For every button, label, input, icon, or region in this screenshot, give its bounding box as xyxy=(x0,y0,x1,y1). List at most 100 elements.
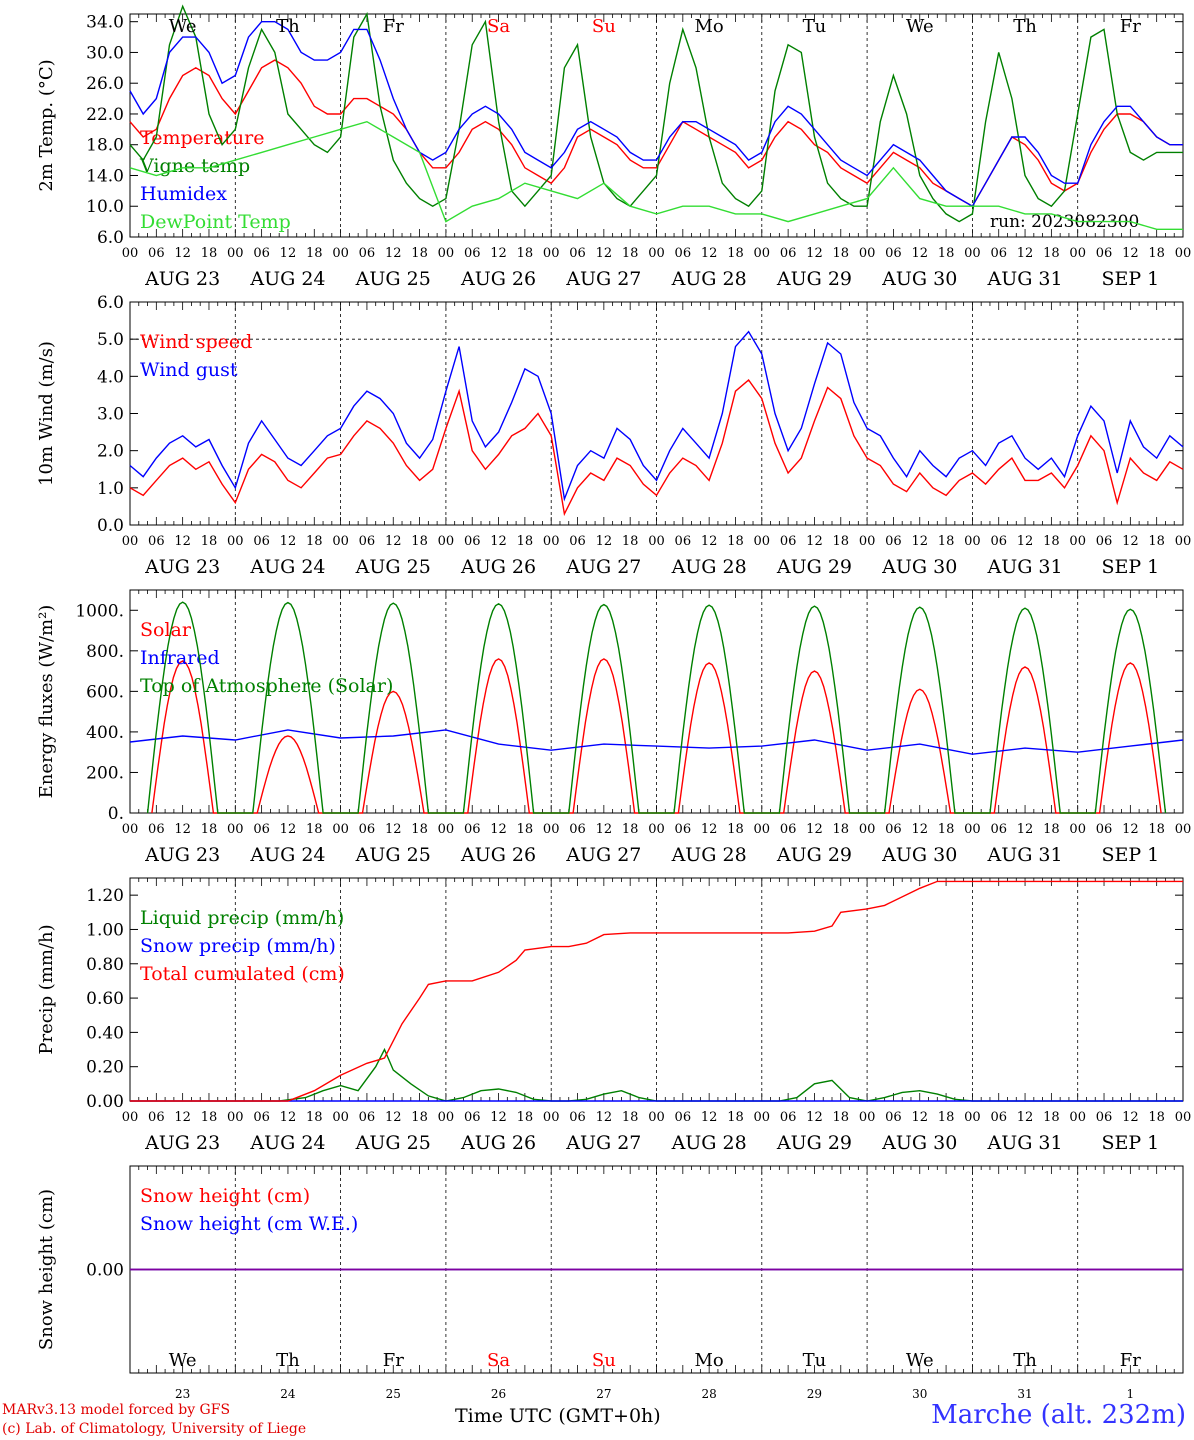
y-tick-label: 600. xyxy=(86,682,124,702)
hour-tick-label: 12 xyxy=(911,1110,928,1125)
y-tick-label: 22.0 xyxy=(86,105,124,125)
hour-tick-label: 00 xyxy=(648,534,665,549)
hour-tick-label: 06 xyxy=(885,246,902,261)
hour-tick-label: 00 xyxy=(859,822,876,837)
y-axis-label: 2m Temp. (°C) xyxy=(36,59,57,191)
y-tick-label: 26.0 xyxy=(86,74,124,94)
hour-tick-label: 06 xyxy=(1096,1110,1113,1125)
hour-tick-label: 00 xyxy=(122,246,139,261)
hour-tick-label: 12 xyxy=(806,822,823,837)
hour-tick-label: 18 xyxy=(201,1110,218,1125)
hour-tick-label: 06 xyxy=(675,534,692,549)
day-number-label: 28 xyxy=(702,1387,717,1401)
day-number-label: 27 xyxy=(596,1387,611,1401)
series-line-vigne-temp xyxy=(129,4,1183,223)
hour-tick-label: 18 xyxy=(833,534,850,549)
hour-tick-label: 18 xyxy=(411,534,428,549)
hour-tick-label: 12 xyxy=(1122,534,1139,549)
hour-tick-label: 06 xyxy=(780,534,797,549)
legend-entry: Humidex xyxy=(140,183,227,205)
hour-tick-label: 18 xyxy=(411,1110,428,1125)
hour-tick-label: 12 xyxy=(911,246,928,261)
hour-tick-label: 18 xyxy=(727,822,744,837)
hour-tick-label: 06 xyxy=(885,534,902,549)
hour-tick-label: 00 xyxy=(859,246,876,261)
date-label: AUG 31 xyxy=(986,1132,1062,1154)
hour-tick-label: 06 xyxy=(148,822,165,837)
day-name-label: Th xyxy=(276,1350,300,1371)
hour-tick-label: 12 xyxy=(280,822,297,837)
hour-tick-label: 18 xyxy=(1043,246,1060,261)
hour-tick-label: 00 xyxy=(543,534,560,549)
date-label: AUG 27 xyxy=(565,1132,641,1154)
date-label: AUG 28 xyxy=(671,268,747,290)
y-tick-label: 0.40 xyxy=(86,1023,124,1043)
hour-tick-label: 12 xyxy=(1122,1110,1139,1125)
hour-tick-label: 18 xyxy=(517,534,534,549)
hour-tick-label: 06 xyxy=(148,534,165,549)
date-label: AUG 31 xyxy=(986,268,1062,290)
hour-tick-label: 18 xyxy=(306,534,323,549)
day-name-label: We xyxy=(906,16,934,37)
y-tick-label: 0.20 xyxy=(86,1058,124,1078)
hour-tick-label: 18 xyxy=(306,246,323,261)
legend-entry: Snow height (cm) xyxy=(140,1185,310,1207)
hour-tick-label: 18 xyxy=(517,246,534,261)
date-label: AUG 29 xyxy=(776,844,852,866)
day-name-label: We xyxy=(906,1350,934,1371)
date-label: AUG 25 xyxy=(355,1132,431,1154)
date-label: AUG 23 xyxy=(144,844,220,866)
hour-tick-label: 12 xyxy=(806,1110,823,1125)
legend-entry: Top of Atmosphere (Solar) xyxy=(140,675,393,697)
series-line-total-cumulated-cm- xyxy=(130,880,1183,1102)
day-name-label: Sa xyxy=(487,1350,510,1371)
hour-tick-label: 00 xyxy=(648,1110,665,1125)
hour-tick-label: 06 xyxy=(990,534,1007,549)
hour-tick-label: 00 xyxy=(859,1110,876,1125)
y-tick-label: 5.0 xyxy=(97,330,124,350)
hour-tick-label: 18 xyxy=(1043,822,1060,837)
run-label: run: 2023082300 xyxy=(990,212,1139,232)
date-label: AUG 23 xyxy=(144,556,220,578)
legend-entry: Liquid precip (mm/h) xyxy=(140,907,344,929)
hour-tick-label: 18 xyxy=(938,534,955,549)
hour-tick-label: 00 xyxy=(122,534,139,549)
date-label: AUG 28 xyxy=(671,1132,747,1154)
date-label: AUG 29 xyxy=(776,1132,852,1154)
hour-tick-label: 12 xyxy=(385,246,402,261)
date-label: AUG 29 xyxy=(776,556,852,578)
hour-tick-label: 12 xyxy=(1122,246,1139,261)
date-label: SEP 1 xyxy=(1101,844,1159,866)
y-tick-label: 0.60 xyxy=(86,989,124,1009)
legend-entry: Wind speed xyxy=(140,331,252,353)
y-axis-label: Energy fluxes (W/m²) xyxy=(36,605,57,799)
hour-tick-label: 06 xyxy=(359,534,376,549)
hour-tick-label: 06 xyxy=(253,1110,270,1125)
day-name-label: Tu xyxy=(803,16,827,37)
date-label: AUG 28 xyxy=(671,844,747,866)
hour-tick-label: 18 xyxy=(622,246,639,261)
y-tick-label: 18.0 xyxy=(86,136,124,156)
hour-tick-label: 06 xyxy=(990,822,1007,837)
hour-tick-label: 12 xyxy=(596,246,613,261)
hour-tick-label: 06 xyxy=(990,1110,1007,1125)
hour-tick-label: 06 xyxy=(464,246,481,261)
series-line-top-of-atmosphere-solar- xyxy=(146,601,1167,814)
day-name-label: Fr xyxy=(1120,16,1141,37)
legend-entry: Total cumulated (cm) xyxy=(140,963,345,985)
hour-tick-label: 18 xyxy=(727,246,744,261)
hour-tick-label: 00 xyxy=(1069,1110,1086,1125)
hour-tick-label: 00 xyxy=(754,246,771,261)
hour-tick-label: 06 xyxy=(359,822,376,837)
day-name-label: We xyxy=(169,16,197,37)
y-tick-label: 1.20 xyxy=(86,886,124,906)
day-number-label: 31 xyxy=(1017,1387,1032,1401)
hour-tick-label: 12 xyxy=(280,534,297,549)
hour-tick-label: 12 xyxy=(596,822,613,837)
hour-tick-label: 06 xyxy=(885,822,902,837)
hour-tick-label: 00 xyxy=(438,534,455,549)
legend-entry: Infrared xyxy=(140,647,220,669)
hour-tick-label: 00 xyxy=(1175,822,1192,837)
day-name-label: Sa xyxy=(487,16,510,37)
hour-tick-label: 00 xyxy=(227,822,244,837)
